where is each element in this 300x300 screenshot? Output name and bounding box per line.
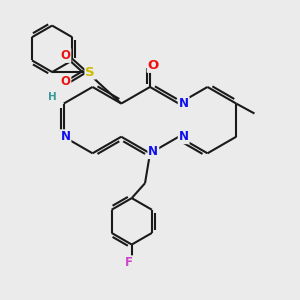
Text: O: O bbox=[148, 59, 159, 72]
Text: S: S bbox=[85, 65, 95, 79]
Text: F: F bbox=[125, 256, 133, 269]
Text: N: N bbox=[61, 130, 70, 143]
Text: H: H bbox=[48, 92, 57, 102]
Text: N: N bbox=[179, 97, 189, 110]
Text: O: O bbox=[60, 49, 70, 62]
Text: O: O bbox=[60, 76, 70, 88]
Text: N: N bbox=[179, 130, 189, 143]
Text: N: N bbox=[148, 145, 158, 158]
